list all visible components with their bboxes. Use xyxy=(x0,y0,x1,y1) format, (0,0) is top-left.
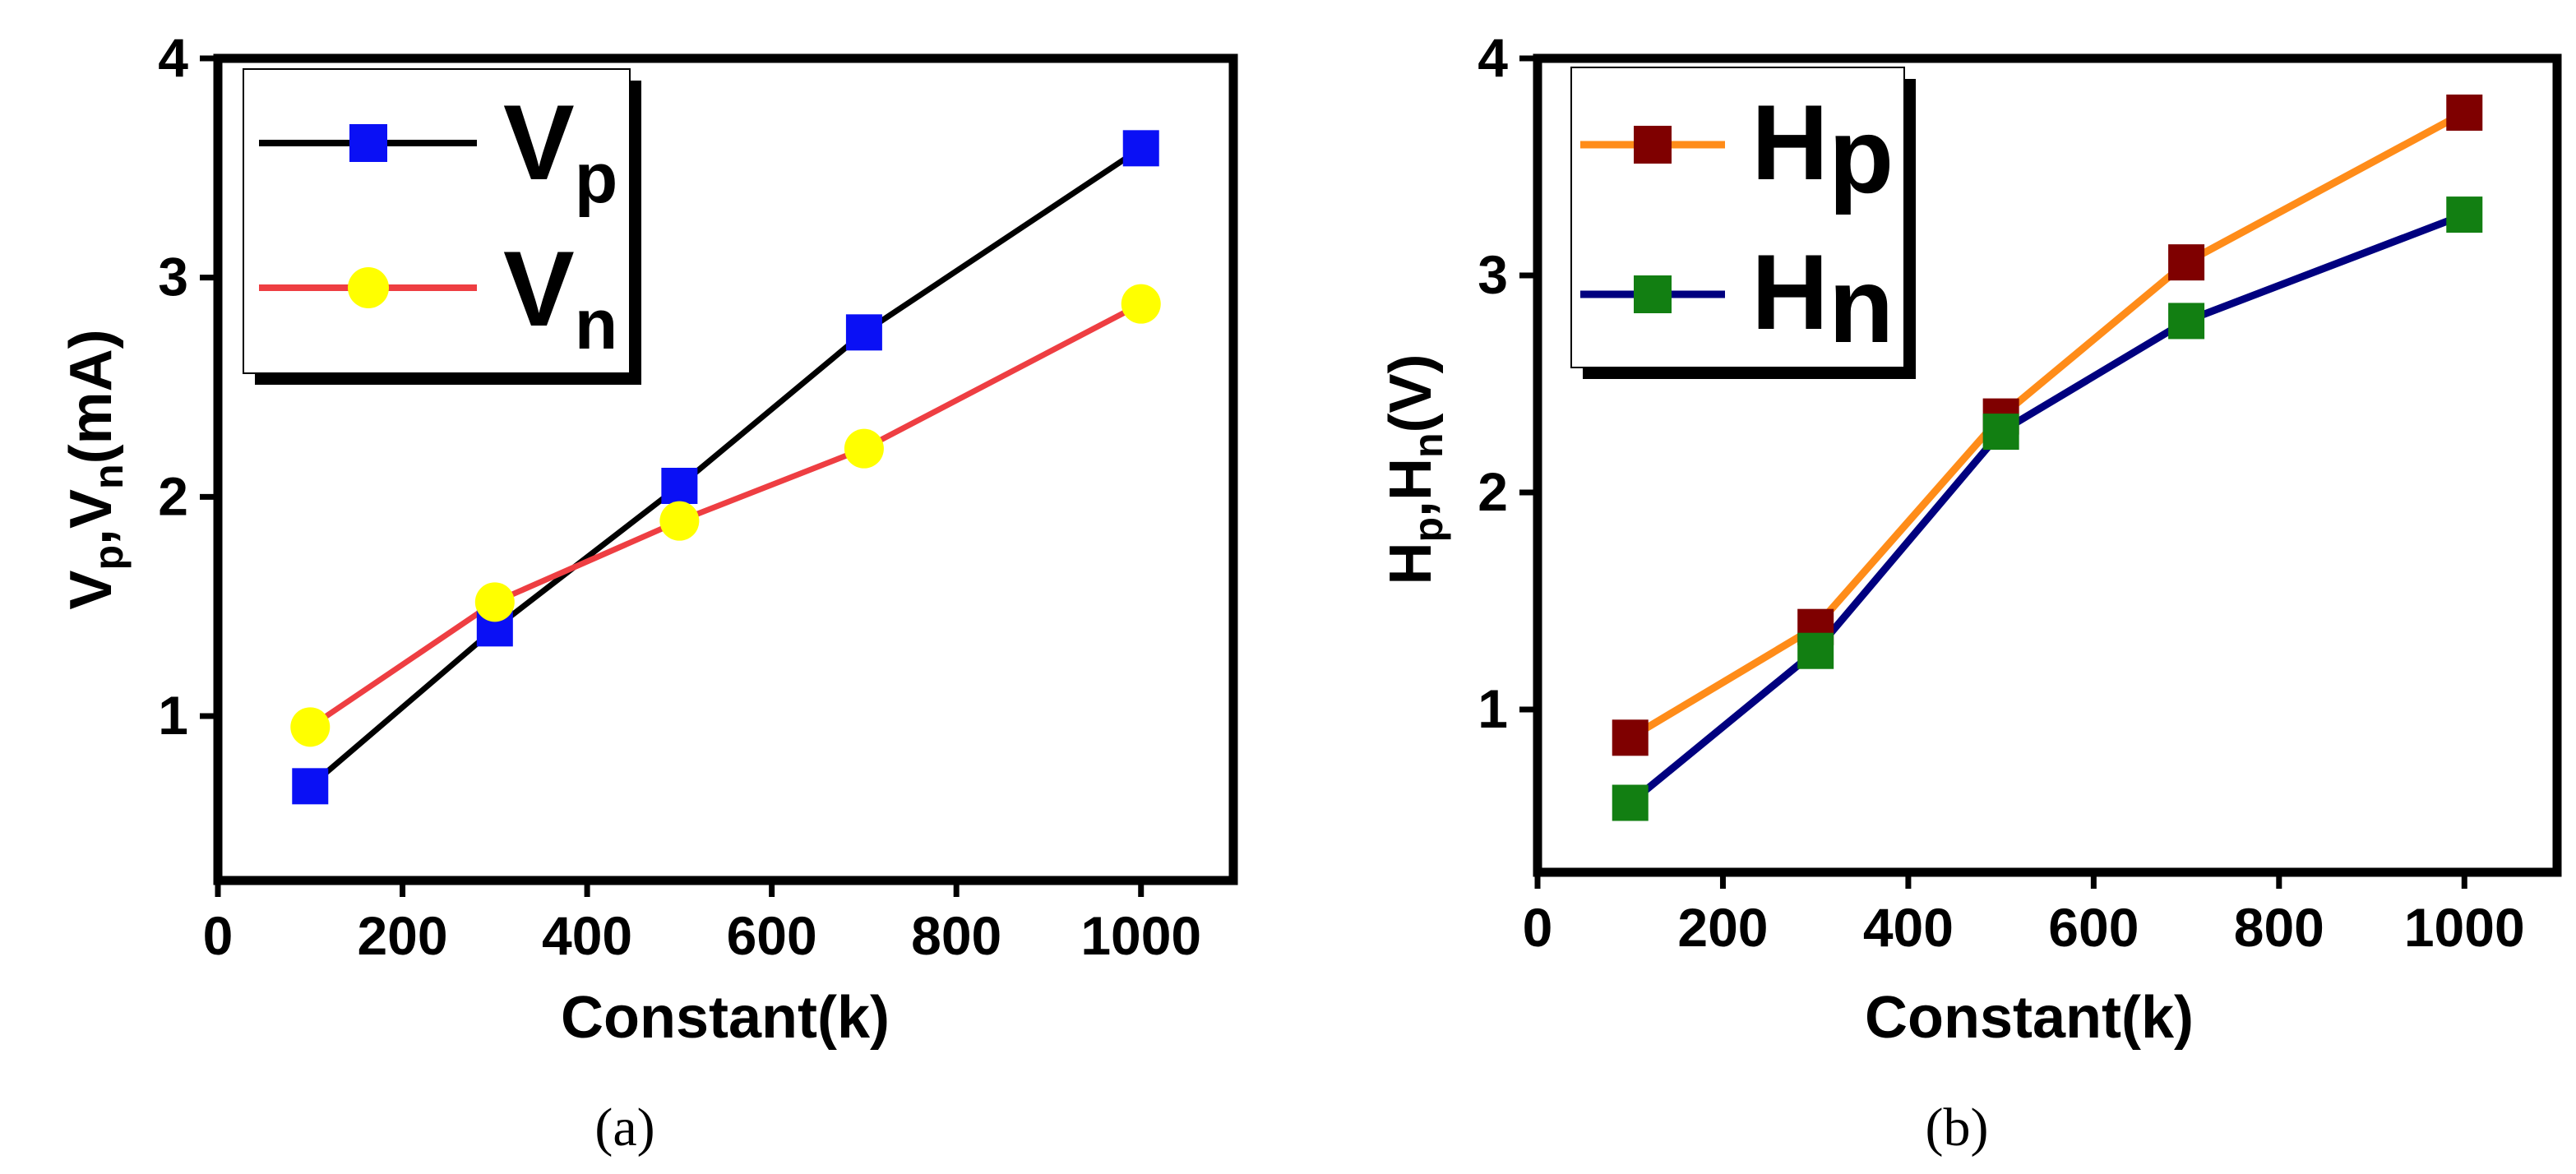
chart-b-series-markers xyxy=(1612,95,2483,821)
chart-a-x-axis-title: Constant(k) xyxy=(561,985,890,1051)
chart-b-ticks: 0 200 400 600 800 1000 1 2 3 4 xyxy=(1478,27,2524,958)
chart-a-point-vp xyxy=(661,468,698,504)
chart-a-x-tick-label: 600 xyxy=(727,905,817,966)
chart-a-x-tick-label: 800 xyxy=(911,905,1001,966)
chart-a-point-vn xyxy=(844,428,884,469)
chart-a-x-tick-label: 0 xyxy=(203,905,234,966)
chart-b-legend-label-hp: Hp xyxy=(1751,82,1894,215)
chart-a-y-tick-label: 1 xyxy=(158,685,188,746)
chart-a-point-vn xyxy=(474,582,515,622)
chart-a-y-tick-label: 2 xyxy=(158,465,188,526)
chart-a-point-vp xyxy=(1122,130,1159,167)
chart-a-y-tick-label: 3 xyxy=(158,247,188,307)
chart-a-y-axis-title: Vp,Vn(mA) xyxy=(58,329,132,609)
chart-b-plot-frame xyxy=(1533,53,2562,877)
chart-b-point-hn xyxy=(2446,196,2483,233)
chart-b-legend-box xyxy=(1570,67,1905,368)
chart-a-point-vn xyxy=(659,501,700,541)
chart-b-point-hn xyxy=(1612,784,1649,821)
chart-a-point-vp xyxy=(845,314,882,351)
chart-a-x-tick-label: 1000 xyxy=(1080,905,1201,966)
chart-a-ticks: 0 200 400 600 800 1000 1 2 3 4 xyxy=(158,27,1201,966)
chart-a-legend: Vp Vn xyxy=(243,68,641,385)
chart-b-x-tick-label: 800 xyxy=(2234,897,2324,958)
chart-a-legend-marker-vn xyxy=(348,267,389,308)
chart-a-x-tick-label: 200 xyxy=(357,905,447,966)
chart-b-y-tick-label: 2 xyxy=(1478,461,1508,522)
chart-b-y-tick-label: 1 xyxy=(1478,678,1508,739)
chart-b-point-hn xyxy=(1797,632,1834,669)
chart-a-y-tick-label: 4 xyxy=(158,27,188,88)
chart-a-legend-label-vp: Vp xyxy=(503,82,617,218)
chart-a-point-vp xyxy=(292,768,329,805)
chart-b-x-tick-label: 1000 xyxy=(2404,897,2525,958)
chart-b-y-tick-label: 3 xyxy=(1478,244,1508,305)
chart-a-legend-box xyxy=(243,68,631,374)
chart-b-legend-marker-hn xyxy=(1634,275,1672,313)
chart-b-legend: Hp Hn xyxy=(1570,67,1916,379)
chart-b-point-hp xyxy=(2168,244,2205,281)
chart-a-x-tick-label: 400 xyxy=(542,905,632,966)
chart-a-point-vn xyxy=(1121,284,1161,324)
chart-b-legend-label-hn: Hn xyxy=(1751,232,1894,365)
chart-a-caption: (a) xyxy=(594,1098,654,1158)
chart-a-plot-frame xyxy=(213,53,1238,885)
chart-b-x-tick-label: 600 xyxy=(2048,897,2139,958)
chart-b-point-hp xyxy=(1612,719,1649,756)
chart-b-y-axis-title: Hp,Hn(V) xyxy=(1378,354,1451,585)
chart-b-x-axis-title: Constant(k) xyxy=(1865,985,2194,1051)
chart-b-point-hn xyxy=(1982,414,2019,451)
chart-b-y-tick-label: 4 xyxy=(1478,27,1508,88)
chart-b-x-tick-label: 0 xyxy=(1523,897,1553,958)
chart-a-legend-marker-vp xyxy=(349,124,387,162)
chart-b-point-hp xyxy=(2446,95,2483,131)
chart-b-legend-marker-hp xyxy=(1634,126,1672,164)
chart-b-x-tick-label: 200 xyxy=(1677,897,1768,958)
chart-a-point-vn xyxy=(290,707,331,747)
chart-a-legend-label-vn: Vn xyxy=(503,229,617,364)
chart-a-series-markers xyxy=(290,130,1161,805)
chart-b-caption: (b) xyxy=(1926,1098,1989,1158)
chart-b-point-hn xyxy=(2168,303,2205,340)
chart-b-x-tick-label: 400 xyxy=(1863,897,1954,958)
